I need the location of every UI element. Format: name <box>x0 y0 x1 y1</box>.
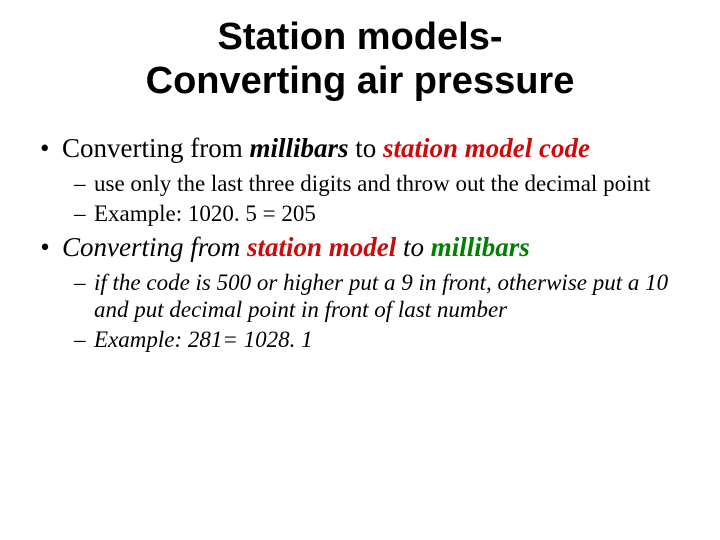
bullet-1-millibars: millibars <box>249 133 348 163</box>
bullet-1-sub-2: Example: 1020. 5 = 205 <box>74 200 690 228</box>
title-line-2: Converting air pressure <box>146 60 575 102</box>
bullet-1-station-model-code: station model code <box>383 133 590 163</box>
bullet-2-sub-2: Example: 281= 1028. 1 <box>74 326 690 354</box>
bullet-2-sub-1: if the code is 500 or higher put a 9 in … <box>74 269 690 324</box>
bullet-1-mid: to <box>349 133 384 163</box>
bullet-list: Converting from millibars to station mod… <box>40 133 690 353</box>
bullet-1-pre: Converting from <box>62 133 249 163</box>
bullet-1-sub-1: use only the last three digits and throw… <box>74 170 690 198</box>
bullet-2-sublist: if the code is 500 or higher put a 9 in … <box>74 269 690 354</box>
slide-title: Station models- Converting air pressure <box>30 16 690 103</box>
bullet-2-millibars: millibars <box>431 232 530 262</box>
bullet-2-pre: Converting from <box>62 232 247 262</box>
title-line-1: Station models- <box>217 16 502 58</box>
bullet-2-station-model: station model <box>247 232 396 262</box>
bullet-2-mid: to <box>396 232 431 262</box>
bullet-2: Converting from station model to milliba… <box>40 232 690 354</box>
bullet-1-sublist: use only the last three digits and throw… <box>74 170 690 227</box>
bullet-1: Converting from millibars to station mod… <box>40 133 690 227</box>
